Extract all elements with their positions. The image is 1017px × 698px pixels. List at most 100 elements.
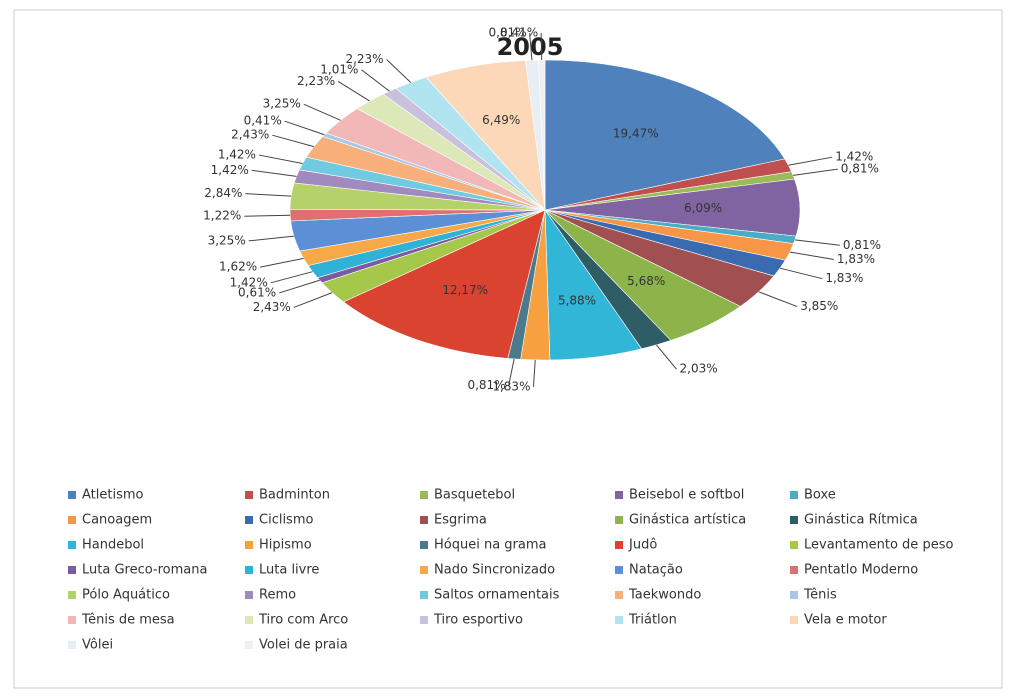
legend-label: Tênis <box>803 588 837 603</box>
leader-line <box>337 81 370 102</box>
data-label: 2,84% <box>204 186 242 200</box>
leader-line <box>758 291 798 308</box>
leader-line <box>508 358 515 386</box>
data-label: 2,03% <box>680 362 718 376</box>
legend-label: Boxe <box>804 488 836 503</box>
data-label: 6,49% <box>482 113 520 127</box>
legend-swatch <box>615 491 623 499</box>
legend-label: Natação <box>629 563 683 578</box>
data-label: 1,42% <box>211 163 249 177</box>
legend-swatch <box>790 566 798 574</box>
data-label: 1,83% <box>492 379 530 393</box>
legend-label: Ciclismo <box>259 513 313 528</box>
data-label: 1,83% <box>825 271 863 285</box>
legend-swatch <box>615 566 623 574</box>
leader-line <box>793 168 838 176</box>
data-label: 2,23% <box>345 52 383 66</box>
leader-line <box>540 33 543 61</box>
data-label: 1,01% <box>320 62 358 76</box>
legend-label: Triátlon <box>628 613 677 628</box>
leader-line <box>251 169 297 177</box>
legend-swatch <box>615 516 623 524</box>
leader-line <box>260 257 304 268</box>
leader-line <box>279 279 320 294</box>
legend-label: Hóquei na grama <box>434 538 547 553</box>
legend-swatch <box>420 566 428 574</box>
legend-label: Judô <box>628 538 657 553</box>
legend-label: Volei de praia <box>259 638 348 653</box>
data-label: 0,81% <box>467 378 505 392</box>
legend-swatch <box>245 616 253 624</box>
legend-label: Ginástica artística <box>629 513 746 528</box>
leader-line <box>361 69 390 92</box>
legend-label: Tênis de mesa <box>81 613 175 628</box>
legend-label: Beisebol e softbol <box>629 488 744 503</box>
pie-slice <box>342 209 546 359</box>
legend-swatch <box>245 641 253 649</box>
leader-line <box>656 344 677 370</box>
legend-label: Saltos ornamentais <box>434 588 560 603</box>
legend-swatch <box>790 516 798 524</box>
legend-swatch <box>245 566 253 574</box>
legend-label: Esgrima <box>434 513 487 528</box>
data-label: 0,41% <box>244 114 282 128</box>
leader-line <box>779 267 823 280</box>
legend-label: Atletismo <box>82 488 144 503</box>
legend-swatch <box>790 541 798 549</box>
legend-swatch <box>68 641 76 649</box>
legend-label: Tiro esportivo <box>433 613 523 628</box>
data-label: 0,81% <box>841 162 879 176</box>
data-label: 12,17% <box>442 283 488 297</box>
legend-label: Pentatlo Moderno <box>804 563 918 578</box>
leader-line <box>386 59 412 83</box>
leader-line <box>532 359 536 387</box>
data-label: 5,88% <box>558 294 596 308</box>
leader-line <box>244 214 291 217</box>
leader-line <box>529 33 533 61</box>
legend-swatch <box>245 591 253 599</box>
legend-label: Taekwondo <box>628 588 701 603</box>
leader-line <box>789 251 834 261</box>
leader-line <box>284 120 325 136</box>
data-label: 1,42% <box>218 148 256 162</box>
data-label: 19,47% <box>613 126 659 140</box>
legend-swatch <box>68 541 76 549</box>
leader-line <box>788 156 833 166</box>
data-label: 1,62% <box>219 260 257 274</box>
legend-label: Remo <box>259 588 296 603</box>
data-label: 1,83% <box>837 252 875 266</box>
data-label: 0,61% <box>238 285 276 299</box>
data-label: 2,43% <box>253 300 291 314</box>
legend-swatch <box>420 541 428 549</box>
legend-swatch <box>615 541 623 549</box>
legend-swatch <box>68 491 76 499</box>
legend-label: Hipismo <box>259 538 312 553</box>
legend-label: Nado Sincronizado <box>434 563 555 578</box>
pie-slice <box>544 59 786 211</box>
legend-swatch <box>68 516 76 524</box>
pie-slice <box>538 59 546 211</box>
legend-label: Ginástica Rítmica <box>804 513 918 528</box>
leader-line <box>258 154 303 164</box>
legend-label: Levantamento de peso <box>804 538 953 553</box>
legend-swatch <box>420 591 428 599</box>
legend-swatch <box>68 566 76 574</box>
legend-swatch <box>420 491 428 499</box>
leader-line <box>248 235 294 242</box>
legend-label: Badminton <box>259 488 330 503</box>
legend-swatch <box>615 591 623 599</box>
data-label: 5,68% <box>627 274 665 288</box>
leader-line <box>293 292 333 308</box>
data-label: 1,42% <box>230 275 268 289</box>
legend-swatch <box>790 491 798 499</box>
legend-label: Handebol <box>82 538 144 553</box>
leader-line <box>245 193 292 197</box>
leader-line <box>794 239 840 246</box>
data-label: 3,25% <box>208 233 246 247</box>
leader-line <box>303 103 341 121</box>
data-label: 2,23% <box>297 74 335 88</box>
legend-swatch <box>245 516 253 524</box>
legend-swatch <box>420 616 428 624</box>
